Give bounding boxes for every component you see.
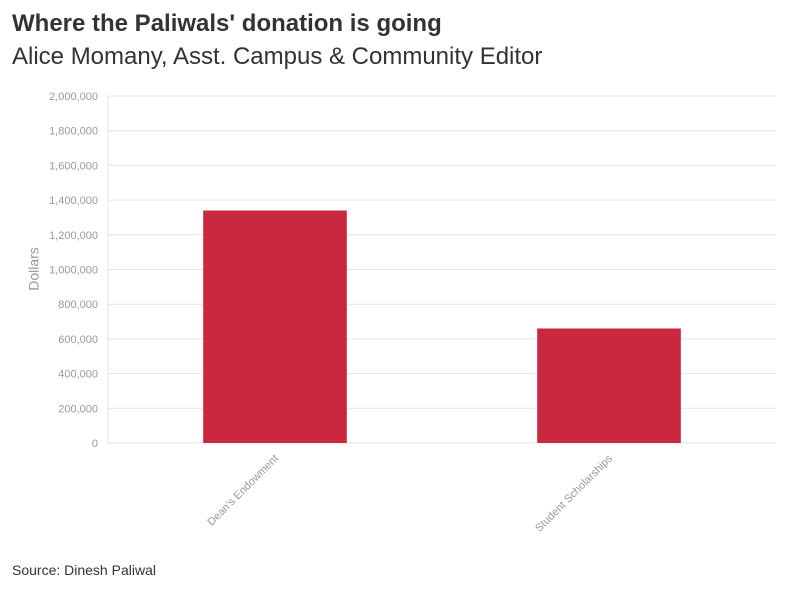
chart-title: Where the Paliwals' donation is going — [12, 10, 442, 37]
bars — [203, 210, 681, 443]
y-axis-title: Dollars — [26, 247, 42, 291]
y-tick-label: 400,000 — [58, 369, 98, 381]
y-tick-label: 0 — [92, 438, 98, 450]
y-tick-label: 1,400,000 — [49, 195, 98, 207]
x-tick-label: Student Scholarships — [533, 452, 615, 534]
y-tick-label: 1,200,000 — [49, 230, 98, 242]
chart-subtitle: Alice Momany, Asst. Campus & Community E… — [12, 43, 543, 70]
y-tick-label: 200,000 — [58, 403, 98, 415]
y-tick-label: 800,000 — [58, 299, 98, 311]
x-axis: Dean's Endowment Student Scholarships — [205, 452, 615, 534]
y-tick-label: 1,000,000 — [49, 265, 98, 277]
source-label: Source: — [12, 562, 61, 578]
x-tick-label: Dean's Endowment — [205, 453, 281, 529]
y-tick-label: 1,800,000 — [49, 126, 98, 138]
y-tick-label: 1,600,000 — [49, 160, 98, 172]
y-tick-label: 2,000,000 — [49, 91, 98, 103]
bar — [203, 210, 347, 443]
y-tick-label: 600,000 — [58, 334, 98, 346]
source-value: Dinesh Paliwal — [64, 562, 156, 578]
source-note: Source: Dinesh Paliwal — [12, 562, 156, 578]
bar — [537, 328, 681, 443]
y-axis: 0 200,000 400,000 600,000 800,000 1,000,000 1,… — [49, 91, 109, 450]
